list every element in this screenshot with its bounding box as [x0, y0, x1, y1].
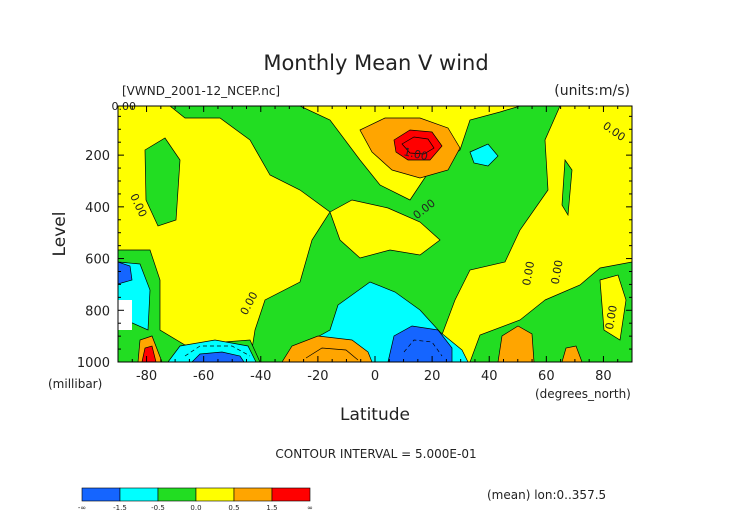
contour-label: 0.00 — [603, 304, 620, 330]
contour-ring-jet — [401, 136, 435, 155]
orange-region-low-right-small — [561, 345, 583, 362]
x-axis-label: Latitude — [340, 405, 410, 425]
yellow-island-mid — [329, 199, 441, 259]
x-tick-label: 80 — [595, 369, 612, 384]
y-axis: 200 400 600 800 1000 — [77, 115, 632, 371]
y-axis-label: Level — [50, 212, 70, 257]
contour-interval-text: CONTOUR INTERVAL = 5.000E-01 — [275, 447, 476, 461]
y-tick-label: 400 — [85, 201, 110, 216]
red-region-jet — [393, 129, 443, 161]
x-tick-label: 20 — [424, 369, 441, 384]
colorbar-label: -∞ — [78, 504, 86, 512]
contour-label: 0.00 — [520, 260, 537, 286]
x-tick-label: -60 — [193, 369, 214, 384]
colorbar-label: -1.5 — [113, 504, 127, 512]
cyan-region-upper — [469, 143, 499, 167]
contour-label: 1.00 — [402, 145, 429, 163]
colorbar-swatch — [271, 487, 311, 502]
colorbar-label: 1.5 — [266, 504, 277, 512]
x-axis-unit: (degrees_north) — [535, 387, 631, 401]
contour-label: 0.00 — [549, 259, 566, 285]
blue-region-left-edge — [118, 261, 133, 285]
colorbar: -∞ -1.5 -0.5 0.0 0.5 1.5 ∞ — [78, 487, 313, 512]
green-region-right-strip — [561, 158, 573, 217]
wind-field — [118, 106, 632, 362]
colorbar-swatch — [157, 487, 197, 502]
x-tick-label: -80 — [136, 369, 157, 384]
red-region-left-edge — [141, 345, 157, 362]
y-tick-label: 200 — [85, 149, 110, 164]
units-label: (units:m/s) — [554, 83, 630, 99]
chart-title: Monthly Mean V wind — [263, 51, 488, 75]
file-label: [VWND_2001-12_NCEP.nc] — [122, 84, 280, 98]
blue-region-low-left — [191, 351, 245, 362]
y-tick-label: 1000 — [77, 356, 110, 371]
missing-data-box — [118, 300, 132, 330]
orange-region-low-center — [281, 335, 373, 362]
x-tick-label: 40 — [481, 369, 498, 384]
green-region-left-column — [144, 137, 181, 227]
contour-ring-low-center — [305, 347, 359, 361]
y-tick-label: 800 — [85, 304, 110, 319]
y-axis-unit: (millibar) — [48, 377, 102, 391]
contour-dashed-center — [403, 339, 443, 357]
colorbar-swatch — [195, 487, 235, 502]
yellow-island-right — [599, 274, 627, 341]
colorbar-swatch — [233, 487, 273, 502]
x-tick-label: -40 — [250, 369, 271, 384]
blue-region-center — [387, 325, 453, 362]
x-tick-label: 60 — [538, 369, 555, 384]
contour-dashed-low-left — [184, 345, 251, 357]
colorbar-label: 0.0 — [190, 504, 201, 512]
y-tick-label: 600 — [85, 253, 110, 268]
colorbar-label: ∞ — [307, 504, 313, 512]
colorbar-label: 0.5 — [228, 504, 239, 512]
x-tick-label: -20 — [307, 369, 328, 384]
colorbar-swatch — [119, 487, 159, 502]
colorbar-swatch — [81, 487, 121, 502]
x-tick-label: 0 — [371, 369, 379, 384]
orange-region-low-right — [497, 325, 535, 362]
x-axis: -80 -60 -40 -20 0 20 40 60 80 — [117, 106, 633, 384]
averaging-note: (mean) lon:0..357.5 — [487, 488, 606, 502]
colorbar-label: -0.5 — [151, 504, 165, 512]
